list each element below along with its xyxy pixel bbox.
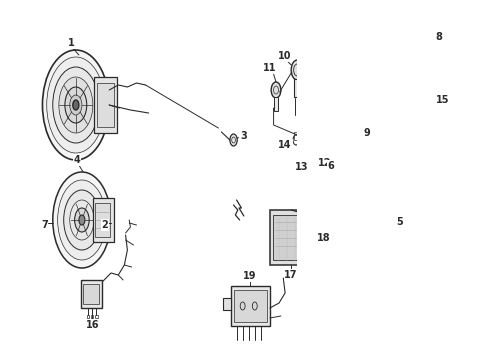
Circle shape [399,18,408,32]
Bar [294,132,298,140]
Circle shape [58,180,106,260]
Circle shape [362,221,369,233]
Circle shape [53,67,99,143]
Text: 13: 13 [295,162,309,172]
Text: 16: 16 [85,320,99,330]
Bar [270,210,313,265]
Circle shape [230,134,237,146]
Circle shape [59,77,93,133]
Bar [95,315,98,318]
Bar [273,215,309,260]
Bar [222,298,231,310]
Bar [91,315,94,318]
Circle shape [291,60,303,80]
Bar [234,290,267,322]
Text: 18: 18 [317,233,330,243]
Bar [230,286,270,326]
Text: 12: 12 [318,158,331,168]
Bar [93,198,114,242]
Text: 3: 3 [240,131,246,141]
Bar [81,280,102,308]
Circle shape [65,87,87,123]
Circle shape [70,95,82,115]
Text: 8: 8 [436,32,442,42]
Circle shape [73,100,79,110]
Text: 10: 10 [278,51,292,61]
Text: 9: 9 [364,128,370,138]
Bar [273,97,278,111]
Bar [83,284,99,304]
Bar [94,77,117,133]
Text: 7: 7 [41,220,48,230]
Circle shape [384,216,392,230]
Text: 15: 15 [436,95,450,105]
Circle shape [64,190,100,250]
Circle shape [79,215,85,225]
Circle shape [375,210,383,224]
Ellipse shape [382,97,388,107]
Bar [397,30,425,58]
Circle shape [378,226,387,240]
Text: 5: 5 [396,217,403,227]
Circle shape [43,50,109,160]
Circle shape [74,208,89,232]
Circle shape [53,172,111,268]
Ellipse shape [375,85,395,119]
Text: 11: 11 [263,63,277,73]
Circle shape [47,57,105,153]
Bar [349,89,373,116]
Text: 2: 2 [101,220,108,230]
Text: 1: 1 [68,38,74,48]
Text: 19: 19 [243,271,257,281]
Text: 6: 6 [327,161,334,171]
Bar [95,203,110,237]
Bar [87,315,89,318]
Bar [294,79,301,97]
Bar [346,85,388,120]
Circle shape [383,222,393,238]
Bar [97,83,114,127]
Circle shape [271,82,281,98]
Text: 4: 4 [74,155,80,165]
Text: 14: 14 [278,140,292,150]
Bar [394,25,428,63]
Text: 17: 17 [284,270,298,280]
